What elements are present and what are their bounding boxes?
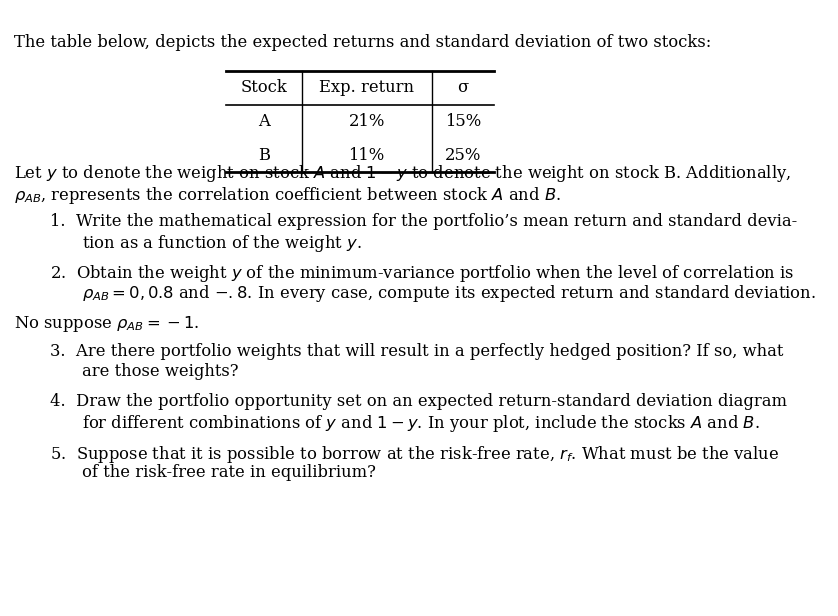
Text: Stock: Stock [241,79,287,96]
Text: σ: σ [458,79,468,96]
Text: 11%: 11% [349,147,385,164]
Text: tion as a function of the weight $y$.: tion as a function of the weight $y$. [82,233,362,254]
Text: The table below, depicts the expected returns and standard deviation of two stoc: The table below, depicts the expected re… [14,34,711,51]
Text: Let $y$ to denote the weight on stock $A$ and $1-y$ to denote the weight on stoc: Let $y$ to denote the weight on stock $A… [14,163,791,184]
Text: 25%: 25% [445,147,481,164]
Text: $\rho_{AB}=0, 0.8$ and $-.8$. In every case, compute its expected return and sta: $\rho_{AB}=0, 0.8$ and $-.8$. In every c… [82,283,816,304]
Text: B: B [258,147,270,164]
Text: No suppose $\rho_{AB}=-1$.: No suppose $\rho_{AB}=-1$. [14,314,199,334]
Text: Exp. return: Exp. return [319,79,414,96]
Text: 2.  Obtain the weight $y$ of the minimum-variance portfolio when the level of co: 2. Obtain the weight $y$ of the minimum-… [50,263,794,284]
Text: for different combinations of $y$ and $1-y$. In your plot, include the stocks $A: for different combinations of $y$ and $1… [82,413,760,434]
Text: A: A [258,113,270,130]
Text: are those weights?: are those weights? [82,363,239,381]
Text: 15%: 15% [445,113,481,130]
Text: 21%: 21% [349,113,385,130]
Text: $\rho_{AB}$, represents the correlation coefficient between stock $A$ and $B$.: $\rho_{AB}$, represents the correlation … [14,185,561,206]
Text: 5.  Suppose that it is possible to borrow at the risk-free rate, $r_f$. What mus: 5. Suppose that it is possible to borrow… [50,444,779,464]
Text: of the risk-free rate in equilibrium?: of the risk-free rate in equilibrium? [82,464,376,481]
Text: 3.  Are there portfolio weights that will result in a perfectly hedged position?: 3. Are there portfolio weights that will… [50,343,784,360]
Text: 4.  Draw the portfolio opportunity set on an expected return-standard deviation : 4. Draw the portfolio opportunity set on… [50,393,787,410]
Text: 1.  Write the mathematical expression for the portfolio’s mean return and standa: 1. Write the mathematical expression for… [50,213,798,230]
